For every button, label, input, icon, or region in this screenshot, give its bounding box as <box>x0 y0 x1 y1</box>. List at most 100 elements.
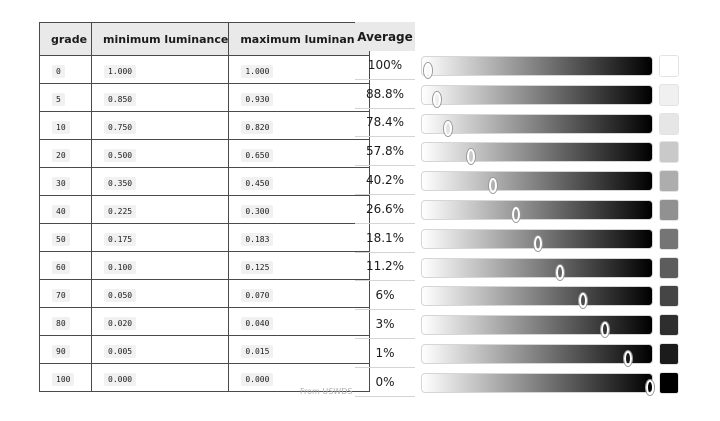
table-header-row: grade minimum luminance maximum luminanc… <box>39 22 370 56</box>
max-luminance-cell: 0.015 <box>228 335 370 364</box>
average-value: 26.6% <box>355 195 415 224</box>
luminance-marker <box>433 91 442 107</box>
luminance-marker <box>578 293 587 309</box>
grade-cell: 10 <box>39 111 92 140</box>
luminance-marker <box>511 206 520 222</box>
min-luminance-cell: 0.175 <box>90 223 230 252</box>
max-luminance-cell: 0.040 <box>228 307 370 336</box>
min-luminance-cell: 0.050 <box>90 279 230 308</box>
max-luminance-cell: 0.300 <box>228 195 370 224</box>
average-value: 0% <box>355 368 415 397</box>
color-swatch <box>659 342 679 365</box>
grade-cell: 20 <box>39 139 92 168</box>
color-swatch <box>659 256 679 279</box>
grade-cell: 5 <box>39 83 92 112</box>
bar-row <box>421 109 681 138</box>
grade-cell-value: 5 <box>52 92 65 106</box>
gradient-bar <box>421 142 653 165</box>
max-luminance-cell: 0.820 <box>228 111 370 140</box>
max-luminance-cell: 0.183 <box>228 223 370 252</box>
table-row: 10 0.750 0.820 <box>39 111 370 140</box>
min-luminance-cell: 0.020 <box>90 307 230 336</box>
min-luminance-cell: 0.850 <box>90 83 230 112</box>
gradient-bar <box>421 286 653 309</box>
min-luminance-cell: 0.005 <box>90 335 230 364</box>
color-swatch <box>659 141 679 164</box>
grade-cell-value: 40 <box>52 204 70 218</box>
color-swatch <box>659 83 679 106</box>
bar-row <box>421 339 681 368</box>
luminance-marker <box>556 264 565 280</box>
bar-row <box>421 80 681 109</box>
average-value: 88.8% <box>355 80 415 109</box>
table-row: 5 0.850 0.930 <box>39 83 370 112</box>
bar-row <box>421 51 681 80</box>
average-value: 1% <box>355 339 415 368</box>
table-row: 90 0.005 0.015 <box>39 335 370 364</box>
grade-cell: 100 <box>39 363 92 392</box>
luminance-marker <box>444 120 453 136</box>
max-luminance-cell-value: 0.450 <box>241 176 274 190</box>
max-luminance-cell: 0.125 <box>228 251 370 280</box>
luminance-marker <box>601 322 610 338</box>
color-swatch <box>659 55 679 77</box>
min-luminance-cell-value: 0.850 <box>104 92 137 106</box>
grade-cell-value: 90 <box>52 344 70 358</box>
grade-cell-value: 60 <box>52 260 70 274</box>
gradient-bar <box>421 257 653 280</box>
luminance-marker <box>489 178 498 194</box>
max-luminance-cell: 0.000 <box>228 363 370 392</box>
max-luminance-cell: 0.650 <box>228 139 370 168</box>
min-luminance-cell-value: 0.100 <box>104 260 137 274</box>
table-row: 80 0.020 0.040 <box>39 307 370 336</box>
max-luminance-cell-value: 0.125 <box>241 260 274 274</box>
max-luminance-cell-value: 0.650 <box>241 148 274 162</box>
gradient-bar <box>421 372 654 395</box>
average-value: 11.2% <box>355 253 415 282</box>
average-header: Average <box>355 22 415 51</box>
gradient-bar <box>421 56 653 78</box>
average-value: 6% <box>355 281 415 311</box>
max-luminance-cell-value: 0.300 <box>241 204 274 218</box>
luminance-table: grade minimum luminance maximum luminanc… <box>39 22 370 392</box>
bar-row <box>421 137 681 166</box>
min-luminance-cell-value: 0.750 <box>104 120 137 134</box>
max-luminance-cell-value: 1.000 <box>241 64 274 78</box>
table-row: 100 0.000 0.000 <box>39 363 370 392</box>
max-luminance-cell-value: 0.040 <box>241 316 274 330</box>
average-value: 18.1% <box>355 224 415 253</box>
luminance-marker <box>534 235 542 251</box>
table-row: 40 0.225 0.300 <box>39 195 370 224</box>
luminance-marker <box>424 63 433 78</box>
average-value: 78.4% <box>355 109 415 138</box>
average-column: Average 100% 88.8% 78.4% 57.8% 40.2% 26.6% 18.… <box>355 22 415 397</box>
grade-cell-value: 70 <box>52 288 70 302</box>
color-swatch <box>659 112 679 135</box>
header-grade: grade <box>39 22 92 56</box>
table-row: 30 0.350 0.450 <box>39 167 370 196</box>
gradient-bar <box>421 199 653 222</box>
max-luminance-cell: 1.000 <box>228 55 370 84</box>
min-luminance-cell: 0.100 <box>90 251 230 280</box>
max-luminance-cell-value: 0.183 <box>241 232 274 246</box>
grade-cell-value: 30 <box>52 176 70 190</box>
min-luminance-cell-value: 1.000 <box>104 64 137 78</box>
luminance-marker <box>466 149 475 165</box>
header-maximum-luminance: maximum luminance <box>228 22 370 56</box>
grade-cell: 80 <box>39 307 92 336</box>
bar-row <box>421 224 681 253</box>
grade-cell: 60 <box>39 251 92 280</box>
min-luminance-cell-value: 0.500 <box>104 148 137 162</box>
table-row: 0 1.000 1.000 <box>39 55 370 84</box>
max-luminance-cell: 0.450 <box>228 167 370 196</box>
min-luminance-cell-value: 0.175 <box>104 232 137 246</box>
table-row: 60 0.100 0.125 <box>39 251 370 280</box>
max-luminance-cell: 0.930 <box>228 83 370 112</box>
bar-row <box>421 253 681 282</box>
bar-row <box>421 166 681 195</box>
color-swatch <box>659 314 679 337</box>
luminance-marker <box>646 379 654 395</box>
min-luminance-cell: 0.350 <box>90 167 230 196</box>
table-row: 20 0.500 0.650 <box>39 139 370 168</box>
bar-row <box>421 281 681 310</box>
